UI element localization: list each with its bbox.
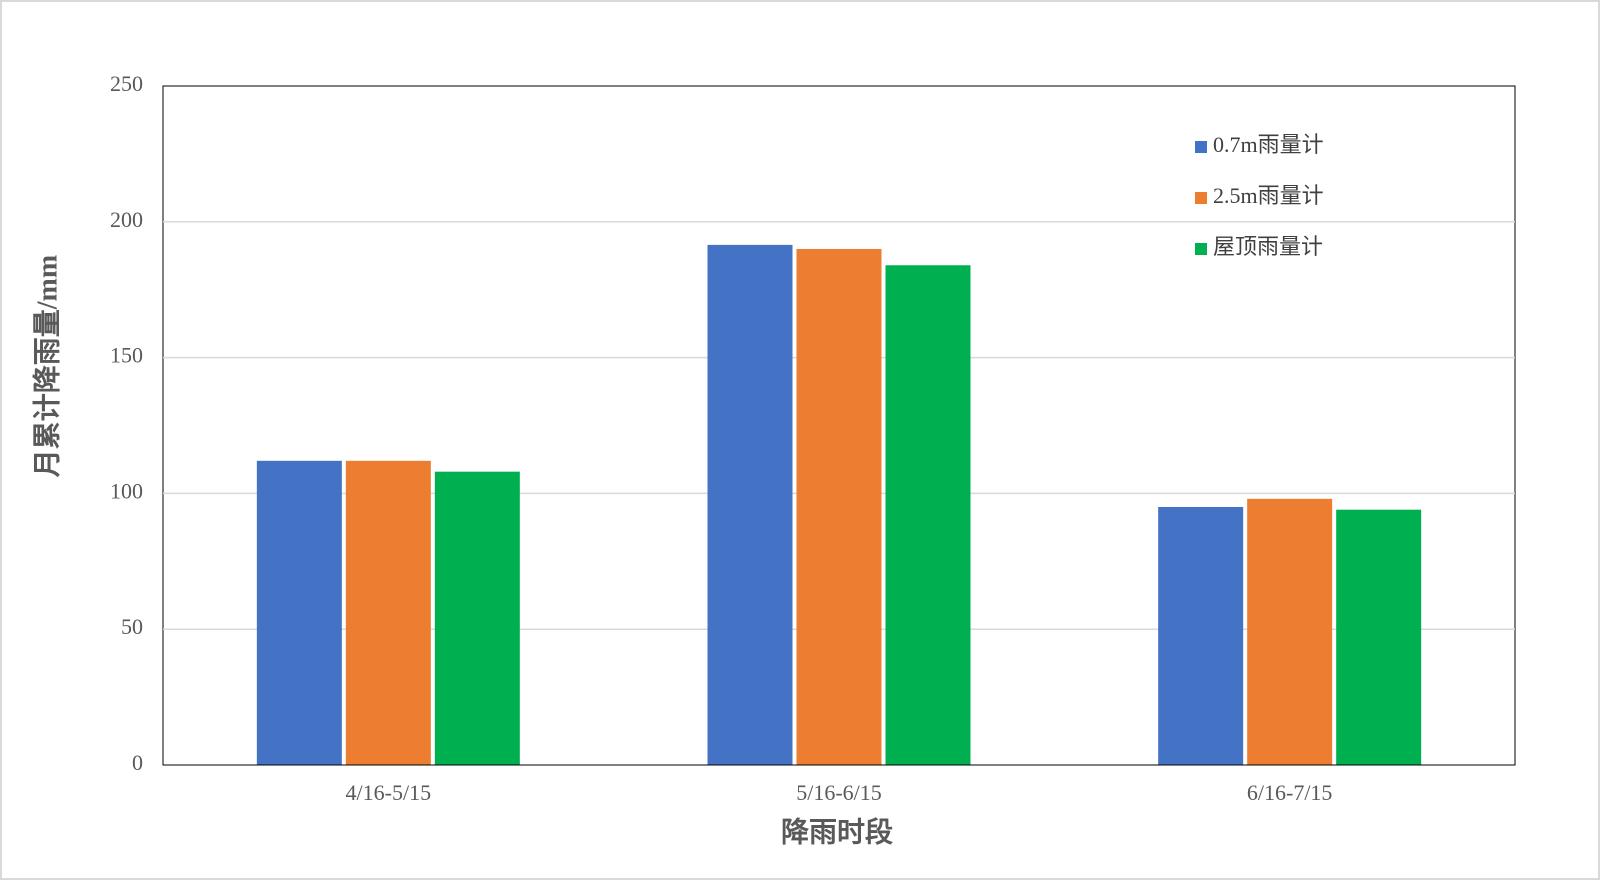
bar [707, 244, 793, 766]
bar [1158, 506, 1244, 765]
bar [796, 248, 882, 765]
bar [434, 471, 520, 765]
x-tick-label: 4/16-5/15 [346, 780, 432, 805]
bar [256, 460, 342, 765]
x-tick-label: 6/16-7/15 [1247, 780, 1333, 805]
legend-label: 屋顶雨量计 [1213, 234, 1323, 259]
y-tick-label: 250 [110, 71, 143, 96]
legend-label: 2.5m雨量计 [1213, 183, 1324, 208]
y-tick-label: 200 [110, 207, 143, 232]
y-tick-label: 0 [132, 750, 143, 775]
x-axis-title: 降雨时段 [781, 815, 893, 848]
bar [1336, 509, 1422, 765]
bar [345, 460, 431, 765]
bar [1247, 498, 1333, 765]
bar [885, 265, 971, 765]
y-axis-title: 月累计降雨量/mm [31, 255, 63, 478]
legend-swatch [1195, 243, 1207, 255]
legend-label: 0.7m雨量计 [1213, 132, 1324, 157]
y-tick-label: 50 [121, 614, 143, 639]
y-tick-label: 100 [110, 478, 143, 503]
x-tick-label: 5/16-6/15 [796, 780, 882, 805]
legend-swatch [1195, 192, 1207, 204]
y-tick-label: 150 [110, 343, 143, 368]
legend-swatch [1195, 141, 1207, 153]
